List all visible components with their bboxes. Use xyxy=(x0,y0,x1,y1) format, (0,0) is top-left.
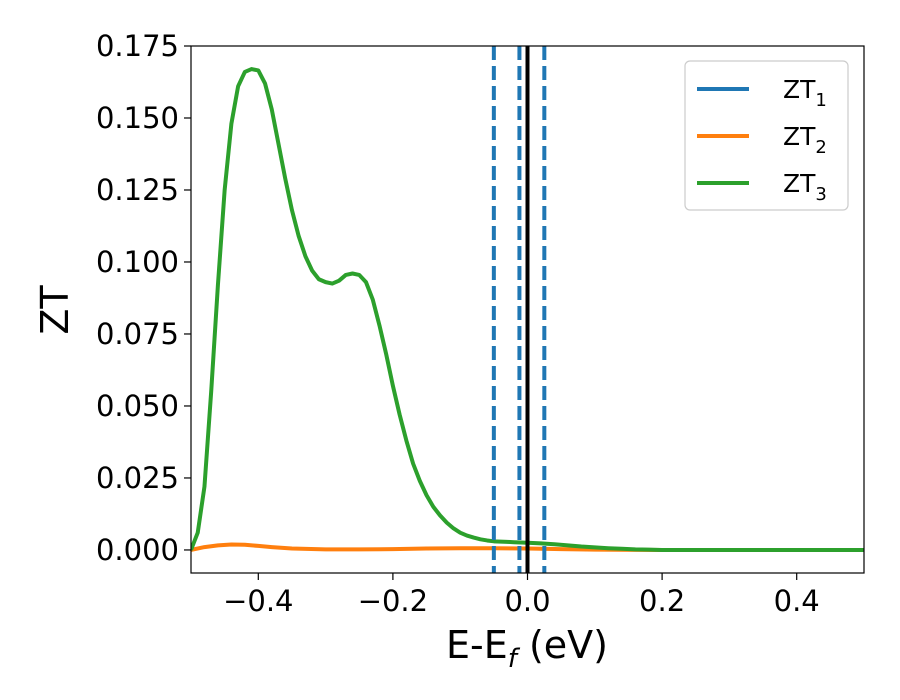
y-axis: 0.000 0.025 0.050 0.075 0.100 0.125 0.150 0.175 xyxy=(96,29,191,567)
legend-box xyxy=(684,60,849,211)
x-tick-label: 0.2 xyxy=(639,584,685,618)
y-tick-label: 0.125 xyxy=(96,173,179,207)
series-line-3 xyxy=(191,67,864,552)
y-tick-label: 0.100 xyxy=(96,245,179,279)
legend: ZT1 ZT2 ZT3 xyxy=(684,60,849,211)
x-tick-label: −0.2 xyxy=(358,584,428,618)
x-tick-label: −0.4 xyxy=(223,584,293,618)
y-tick-label: 0.175 xyxy=(96,29,179,63)
y-tick-label: 0.075 xyxy=(96,317,179,351)
y-tick-label: 0.050 xyxy=(96,389,179,423)
y-tick-label: 0.025 xyxy=(96,461,179,495)
x-axis-label: E-Ef (eV) xyxy=(446,623,608,674)
y-tick-label: 0.000 xyxy=(96,533,179,567)
x-tick-label: 0.0 xyxy=(504,584,550,618)
legend-label-3: ZT3 xyxy=(783,169,827,205)
y-axis-label: ZT xyxy=(33,285,77,335)
legend-label-2: ZT2 xyxy=(783,122,827,158)
y-tick-label: 0.150 xyxy=(96,101,179,135)
x-tick-label: 0.4 xyxy=(774,584,820,618)
x-axis: −0.4 −0.2 0.0 0.2 0.4 xyxy=(223,573,820,618)
legend-label-1: ZT1 xyxy=(783,75,827,111)
plot-area xyxy=(190,45,865,574)
